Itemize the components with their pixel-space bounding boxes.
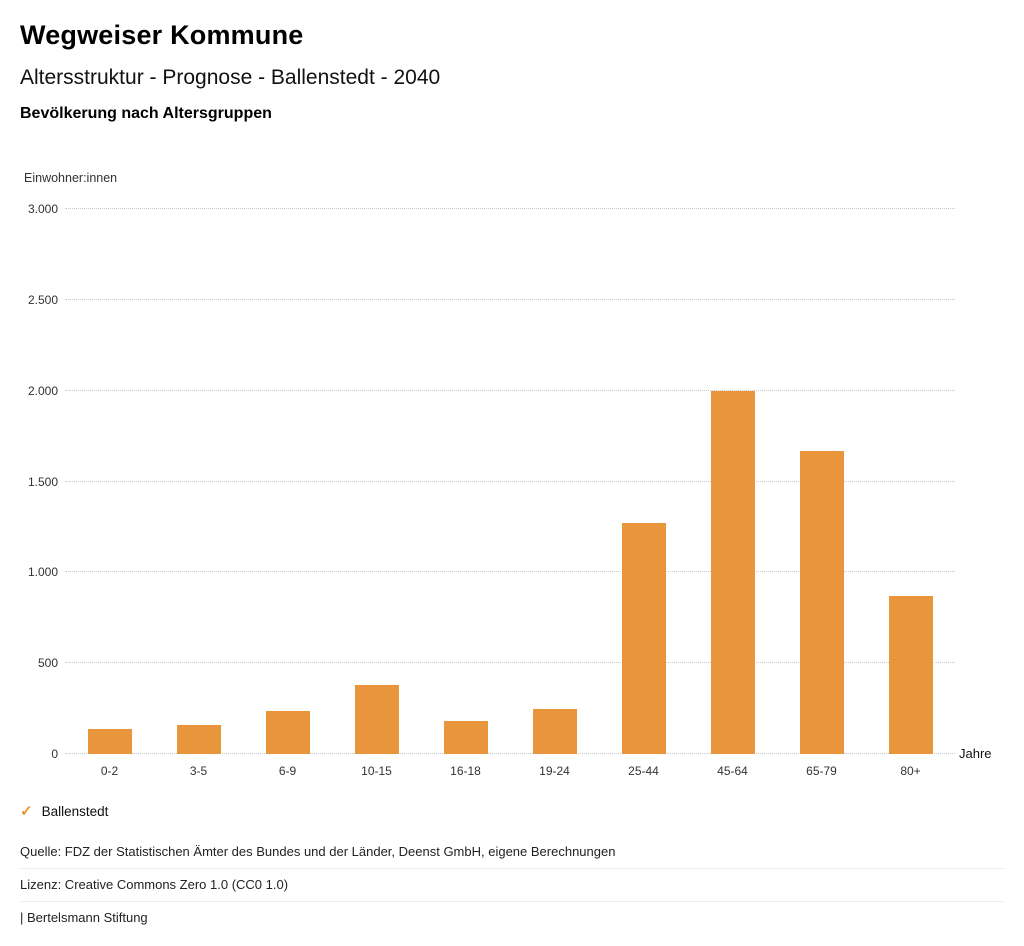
gridline	[65, 208, 955, 209]
bar-19-24[interactable]	[532, 708, 577, 754]
x-tick-label: 25-44	[628, 764, 659, 778]
x-tick-label: 0-2	[100, 764, 119, 778]
bar-slot	[866, 209, 955, 754]
x-axis-unit-label: Jahre	[959, 746, 992, 761]
y-tick-label: 2.500	[27, 292, 58, 307]
bar-3-5[interactable]	[176, 724, 221, 754]
gridline	[65, 571, 955, 573]
gridline	[65, 753, 955, 754]
x-tick-label: 80+	[900, 764, 921, 778]
bar-slot	[332, 209, 421, 754]
footer: Quelle: FDZ der Statistischen Ämter des …	[20, 836, 1004, 934]
source-text: Quelle: FDZ der Statistischen Ämter des …	[20, 844, 616, 859]
bar-slot	[154, 209, 243, 754]
bar-65-79[interactable]	[799, 450, 844, 754]
x-tick-label: 16-18	[450, 764, 481, 778]
license-text: Lizenz: Creative Commons Zero 1.0 (CC0 1…	[20, 868, 1004, 901]
app-title: Wegweiser Kommune	[20, 20, 304, 50]
x-tick-label: 65-79	[806, 764, 837, 778]
x-tick-label: 6-9	[278, 764, 297, 778]
bar-slot	[421, 209, 510, 754]
bar-25-44[interactable]	[621, 523, 666, 754]
gridline	[65, 298, 955, 300]
chart-title: Bevölkerung nach Altersgruppen	[20, 105, 272, 122]
bar-80+[interactable]	[888, 595, 933, 754]
brand-text: | Bertelsmann Stiftung	[20, 901, 1004, 934]
gridline	[65, 480, 955, 482]
y-tick-label: 1.000	[27, 565, 58, 580]
bar-0-2[interactable]	[87, 728, 132, 754]
bar-slot	[243, 209, 332, 754]
bar-16-18[interactable]	[443, 721, 488, 754]
y-tick-label: 0	[51, 747, 58, 761]
gridline	[65, 662, 955, 664]
y-axis-label: Einwohner:innen	[24, 171, 118, 185]
y-tick-label: 1.500	[27, 474, 58, 489]
x-tick-label: 45-64	[717, 764, 748, 778]
x-tick-label: 19-24	[539, 764, 570, 778]
bar-10-15[interactable]	[354, 684, 399, 754]
y-tick-label: 3.000	[27, 202, 58, 216]
legend: ✓ Ballenstedt	[20, 802, 108, 820]
x-tick-label: 10-15	[361, 764, 392, 778]
y-axis: 0 500 1.000 1.500 2.000 2.500 3.000	[0, 202, 58, 761]
bar-45-64[interactable]	[710, 390, 755, 754]
check-icon[interactable]: ✓	[20, 803, 33, 820]
bar-chart-plot	[65, 208, 955, 754]
bar-slot	[510, 209, 599, 754]
bar-6-9[interactable]	[265, 711, 310, 754]
legend-label: Ballenstedt	[41, 803, 109, 819]
bar-slot	[599, 209, 688, 754]
x-axis: 0-2 3-5 6-9 10-15 16-18 19-24 25-44 45-64 65-79 8…	[65, 764, 955, 778]
bar-slot	[777, 209, 866, 754]
bar-slot	[688, 209, 777, 754]
y-tick-label: 2.000	[27, 383, 58, 398]
y-tick-label: 500	[37, 656, 58, 671]
bars-container	[65, 209, 955, 754]
x-tick-label: 3-5	[189, 764, 208, 778]
bar-slot	[65, 209, 154, 754]
page-subtitle: Altersstruktur - Prognose - Ballenstedt …	[20, 66, 441, 89]
gridline	[65, 389, 955, 391]
